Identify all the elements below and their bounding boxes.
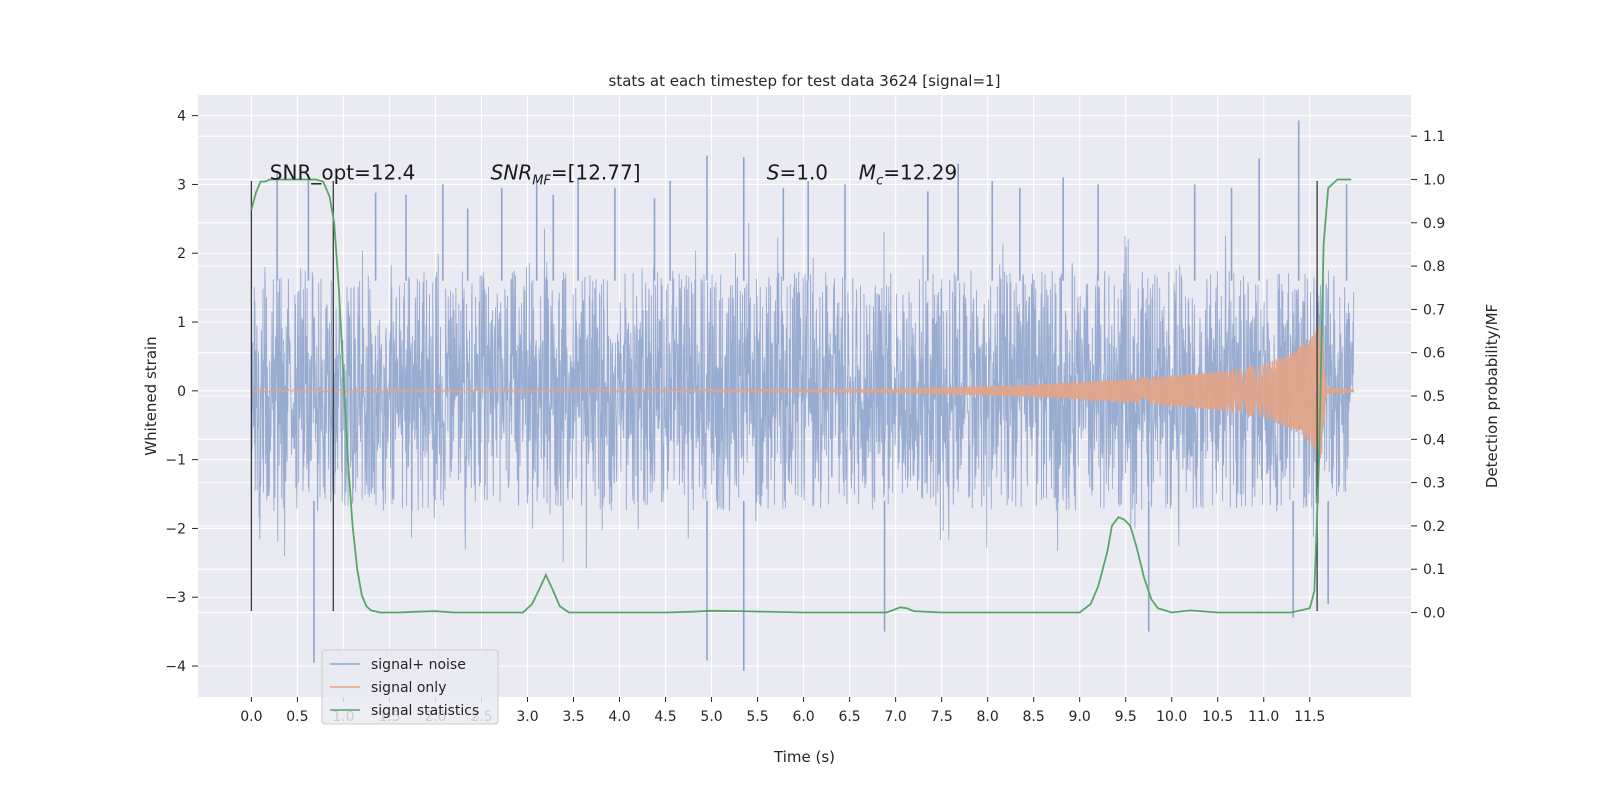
signal-statistics-line: [250, 178, 1352, 614]
x-tick-label: 6.5: [838, 709, 860, 725]
x-tick-label: 7.5: [930, 709, 952, 725]
y-right-tick-label: 1.1: [1423, 129, 1445, 145]
x-tick-label: 10.0: [1156, 709, 1187, 725]
y-left-tick-label: −3: [165, 590, 186, 606]
x-tick-label: 3.5: [562, 709, 584, 725]
y-left-tick-label: −4: [165, 659, 186, 675]
x-axis-label: Time (s): [773, 748, 835, 766]
s-value: =1.0: [779, 160, 828, 184]
legend-label-signal-only: signal only: [371, 680, 446, 696]
signal-statistics-series: [250, 178, 1352, 614]
legend-label-signal-statistics: signal statistics: [371, 703, 479, 719]
y-right-tick-label: 0.3: [1423, 476, 1445, 492]
x-tick-label: 4.5: [654, 709, 676, 725]
x-tick-label: 10.5: [1202, 709, 1233, 725]
mc-subscript: c: [876, 173, 883, 188]
snr-mf-symbol: SNR: [491, 160, 533, 184]
y-axis-left-label: Whitened strain: [142, 336, 160, 455]
y-axis-right-label: Detection probability/MF: [1483, 304, 1501, 488]
y-left-tick-label: 3: [177, 177, 186, 193]
noise-trace: [250, 222, 1355, 569]
s-symbol: S: [767, 160, 780, 184]
y-left-tick-label: −1: [165, 453, 186, 469]
x-tick-label: 0.5: [286, 709, 308, 725]
x-tick-label: 11.5: [1294, 709, 1325, 725]
y-right-tick-label: 0.0: [1423, 606, 1445, 622]
snr-mf-value: =[12.77]: [551, 160, 641, 184]
legend-box: [321, 649, 499, 725]
snr-mf-subscript: MF: [532, 173, 551, 188]
signal-noise-series: [250, 120, 1355, 671]
y-left-tick-label: −2: [165, 521, 186, 537]
x-tick-label: 5.0: [700, 709, 722, 725]
y-right-tick-label: 0.7: [1423, 302, 1445, 318]
annotation-snr-opt: SNR_opt=12.4: [270, 160, 416, 184]
y-right-tick-label: 0.6: [1423, 346, 1445, 362]
y-right-tick-label: 1.0: [1423, 172, 1445, 188]
x-tick-label: 9.0: [1069, 709, 1091, 725]
y-left-tick-label: 2: [177, 246, 186, 262]
annotation-s: S=1.0: [767, 160, 828, 184]
mc-symbol: M: [859, 160, 876, 184]
y-right-tick-label: 0.5: [1423, 389, 1445, 405]
y-right-tick-label: 0.2: [1423, 519, 1445, 535]
legend-label-signal-noise: signal+ noise: [371, 657, 466, 673]
y-left-tick-label: 4: [177, 109, 186, 125]
x-tick-label: 8.0: [977, 709, 999, 725]
x-tick-label: 7.0: [884, 709, 906, 725]
x-tick-label: 4.0: [608, 709, 630, 725]
annotation-snr-mf: SNRMF=[12.77]: [491, 160, 641, 188]
chart-title: stats at each timestep for test data 362…: [609, 72, 1001, 90]
x-tick-label: 5.5: [746, 709, 768, 725]
signal-only-series: [250, 325, 1355, 459]
x-tick-label: 6.0: [792, 709, 814, 725]
signal-only-trace: [250, 325, 1355, 459]
x-tick-label: 8.5: [1023, 709, 1045, 725]
y-right-tick-label: 0.9: [1423, 216, 1445, 232]
mc-value: =12.29: [883, 160, 957, 184]
y-left-tick-label: 1: [177, 315, 186, 331]
x-tick-label: 3.0: [516, 709, 538, 725]
y-right-tick-label: 0.1: [1423, 562, 1445, 578]
x-tick-label: 0.0: [240, 709, 262, 725]
legend: signal+ noise signal only signal statist…: [321, 649, 499, 725]
y-left-tick-label: 0: [177, 384, 186, 400]
x-tick-label: 11.0: [1248, 709, 1279, 725]
annotation-mc: Mc=12.29: [859, 160, 957, 188]
x-tick-label: 9.5: [1115, 709, 1137, 725]
y-right-tick-label: 0.8: [1423, 259, 1445, 275]
y-right-tick-label: 0.4: [1423, 432, 1445, 448]
